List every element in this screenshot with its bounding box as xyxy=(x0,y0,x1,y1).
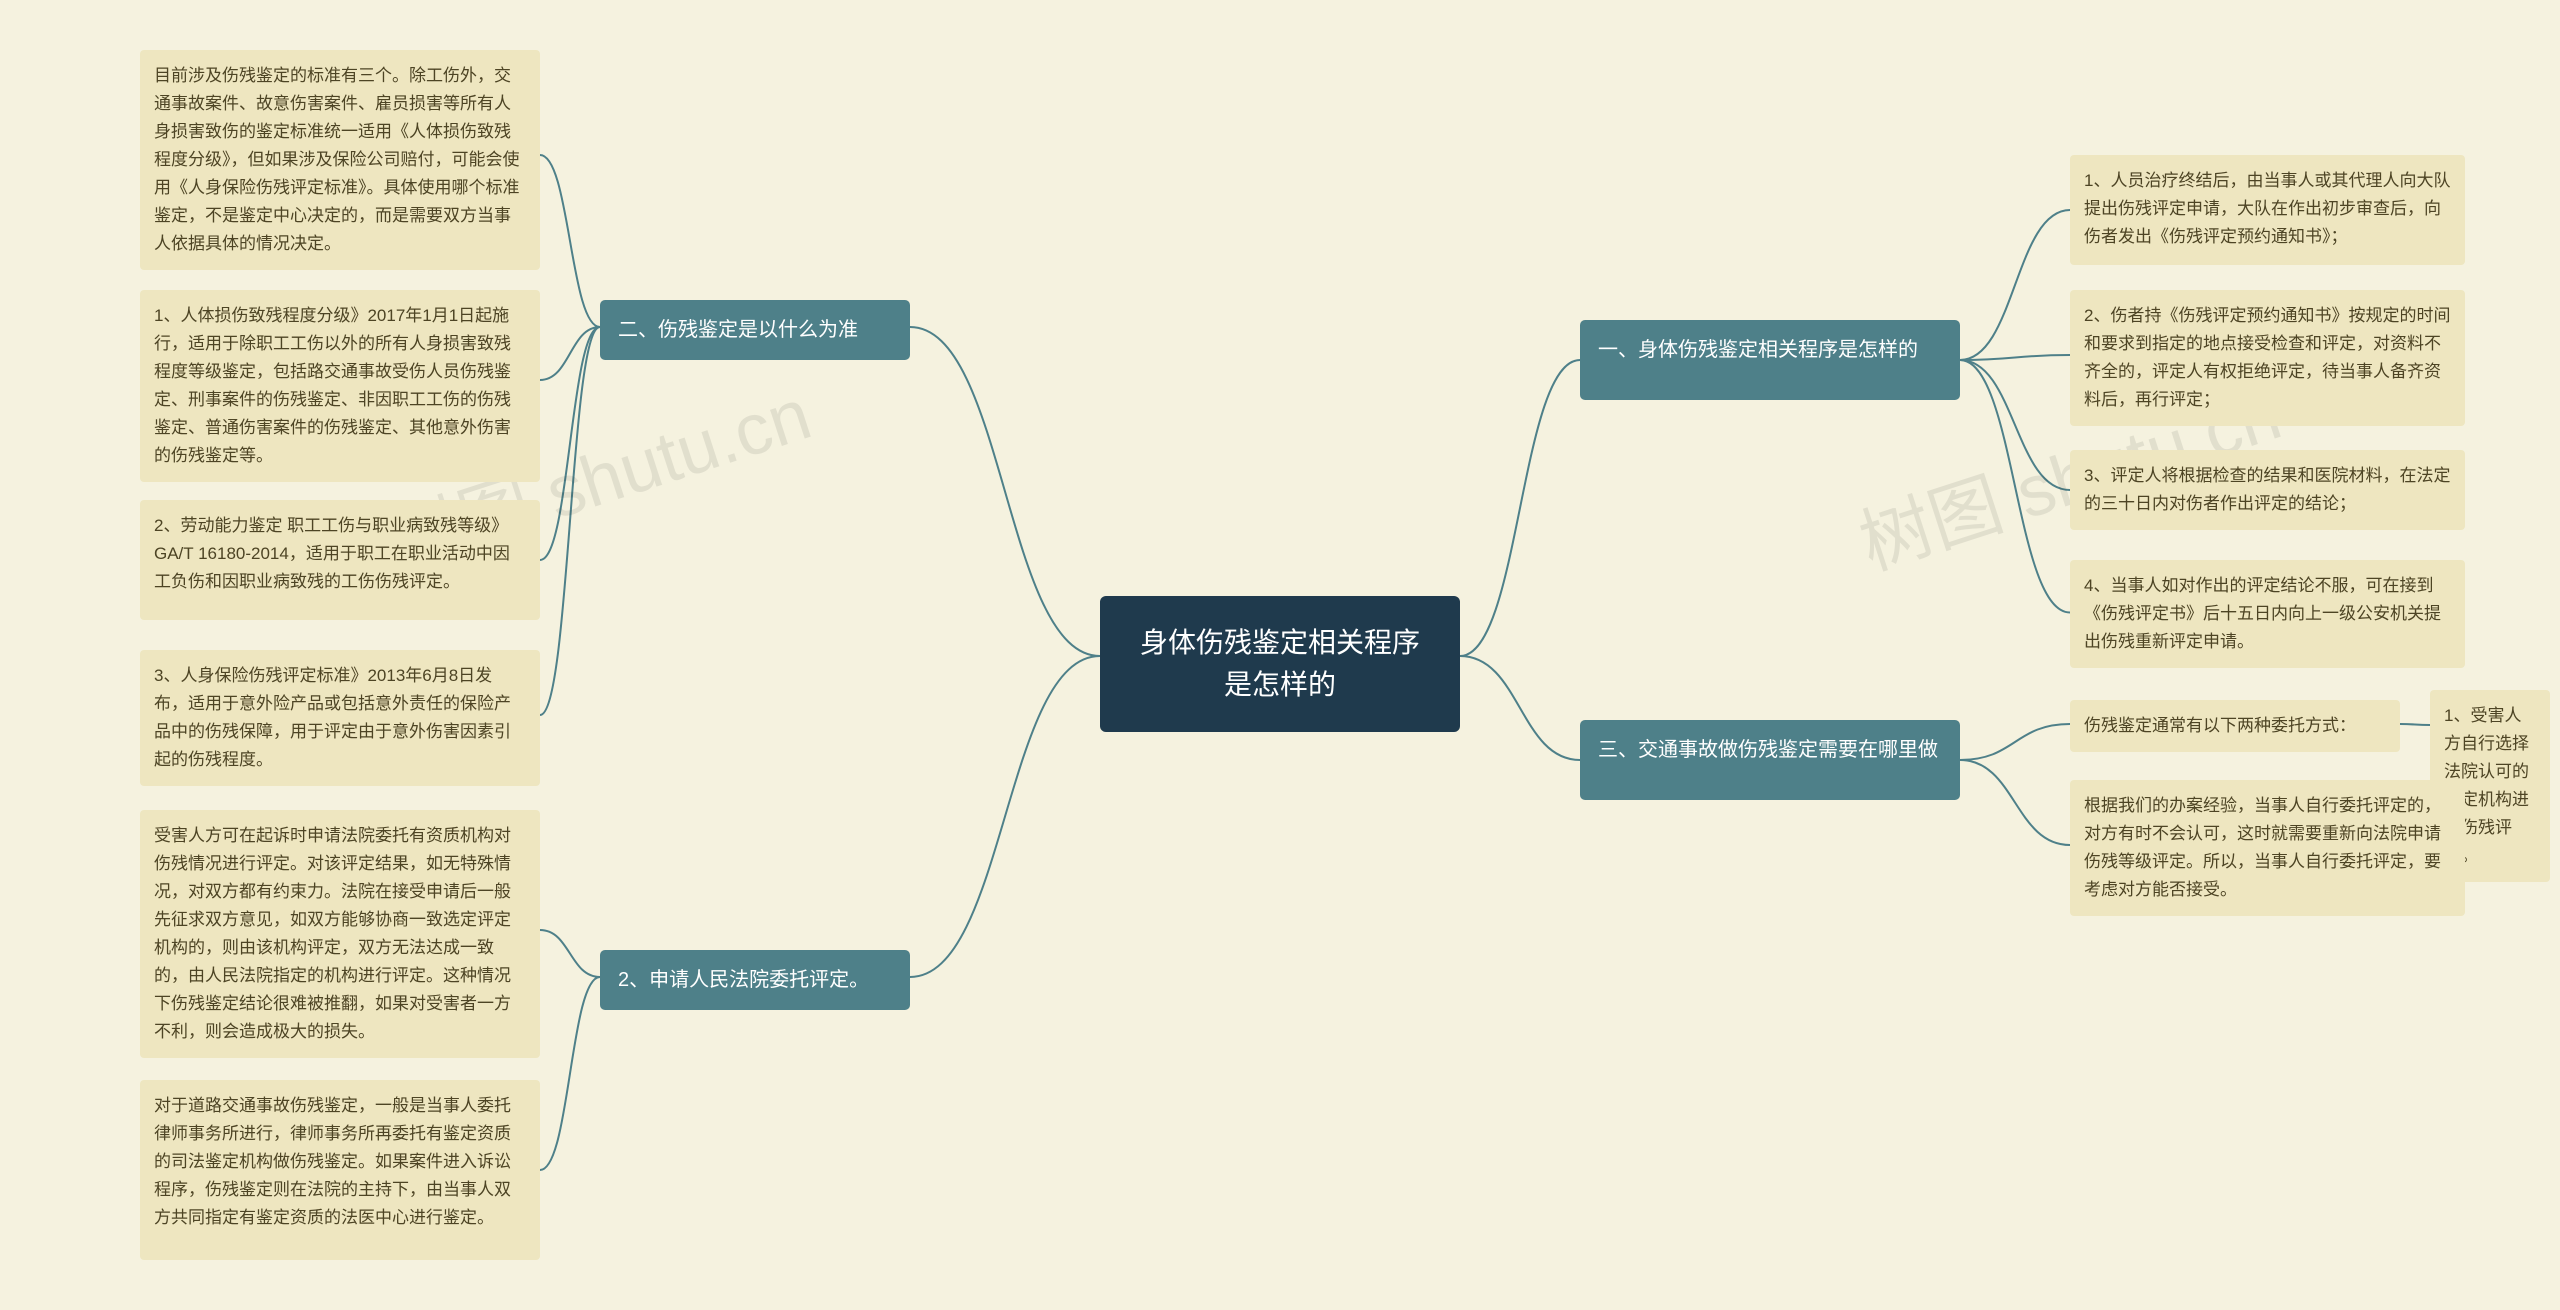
leaf-1-2: 2、伤者持《伤残评定预约通知书》按规定的时间和要求到指定的地点接受检查和评定，对… xyxy=(2070,290,2465,426)
branch-3: 三、交通事故做伤残鉴定需要在哪里做 xyxy=(1580,720,1960,800)
leaf-1-3: 3、评定人将根据检查的结果和医院材料，在法定的三十日内对伤者作出评定的结论； xyxy=(2070,450,2465,530)
leaf-4-2: 对于道路交通事故伤残鉴定，一般是当事人委托律师事务所进行，律师事务所再委托有鉴定… xyxy=(140,1080,540,1260)
branch-2: 二、伤残鉴定是以什么为准 xyxy=(600,300,910,360)
leaf-1-4: 4、当事人如对作出的评定结论不服，可在接到《伤残评定书》后十五日内向上一级公安机… xyxy=(2070,560,2465,668)
branch-4: 2、申请人民法院委托评定。 xyxy=(600,950,910,1010)
leaf-2-1: 目前涉及伤残鉴定的标准有三个。除工伤外，交通事故案件、故意伤害案件、雇员损害等所… xyxy=(140,50,540,270)
leaf-3-1: 伤残鉴定通常有以下两种委托方式： xyxy=(2070,700,2400,752)
leaf-1-1: 1、人员治疗终结后，由当事人或其代理人向大队提出伤残评定申请，大队在作出初步审查… xyxy=(2070,155,2465,265)
leaf-2-3: 2、劳动能力鉴定 职工工伤与职业病致残等级》GA/T 16180-2014，适用… xyxy=(140,500,540,620)
leaf-2-4: 3、人身保险伤残评定标准》2013年6月8日发布，适用于意外险产品或包括意外责任… xyxy=(140,650,540,786)
root-node: 身体伤残鉴定相关程序是怎样的 xyxy=(1100,596,1460,732)
branch-1: 一、身体伤残鉴定相关程序是怎样的 xyxy=(1580,320,1960,400)
leaf-4-1: 受害人方可在起诉时申请法院委托有资质机构对伤残情况进行评定。对该评定结果，如无特… xyxy=(140,810,540,1058)
leaf-2-2: 1、人体损伤致残程度分级》2017年1月1日起施行，适用于除职工工伤以外的所有人… xyxy=(140,290,540,482)
leaf-3-2: 根据我们的办案经验，当事人自行委托评定的，对方有时不会认可，这时就需要重新向法院… xyxy=(2070,780,2465,916)
